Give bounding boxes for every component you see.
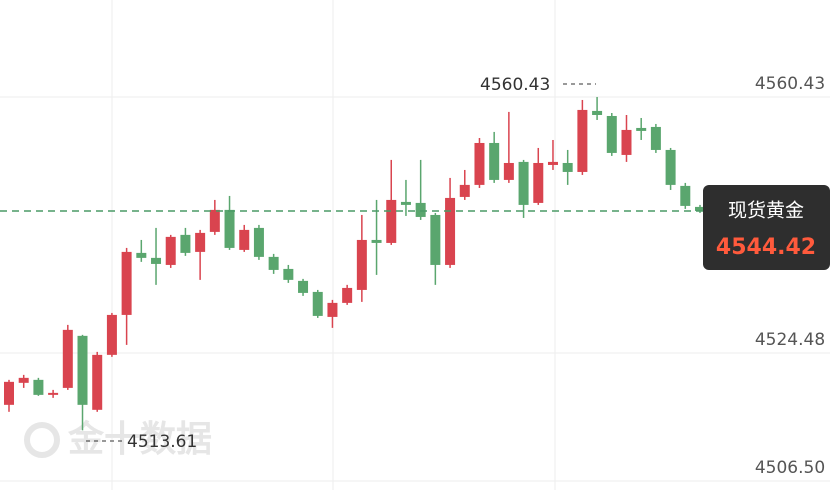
y-tick-label: 4524.48 bbox=[755, 330, 825, 350]
last-price-label: 4544.42 bbox=[716, 235, 816, 260]
candle-body bbox=[224, 209, 235, 248]
candle-body bbox=[283, 268, 294, 280]
y-tick-label: 4560.43 bbox=[755, 74, 825, 94]
candle-body bbox=[547, 161, 558, 165]
candle-body bbox=[518, 161, 529, 205]
candle-body bbox=[4, 381, 14, 405]
candle-body bbox=[356, 239, 367, 290]
candle-body bbox=[18, 377, 29, 383]
candle-body bbox=[695, 206, 705, 211]
candle-body bbox=[650, 126, 661, 150]
candle-body bbox=[533, 162, 544, 203]
watermark-logo bbox=[24, 422, 60, 458]
candle-body bbox=[268, 256, 279, 270]
candle-body bbox=[577, 109, 588, 172]
candle-body bbox=[327, 302, 338, 317]
candle-body bbox=[474, 142, 485, 185]
candle-body bbox=[312, 291, 323, 316]
watermark: 金十数据 bbox=[24, 418, 212, 460]
candle-body bbox=[136, 252, 147, 258]
watermark-text: 金十数据 bbox=[67, 418, 212, 460]
candle-body bbox=[77, 335, 88, 405]
candle-body bbox=[121, 251, 132, 315]
candle-body bbox=[106, 314, 117, 355]
candle-body bbox=[386, 199, 397, 243]
candle-body bbox=[459, 184, 470, 197]
candle-body bbox=[562, 162, 573, 172]
candle-body bbox=[621, 129, 632, 155]
candle-body bbox=[592, 110, 603, 115]
candle-body bbox=[606, 115, 617, 153]
candle-body bbox=[342, 287, 353, 303]
candle-body bbox=[400, 201, 411, 205]
candle-body bbox=[239, 229, 250, 250]
candle-body bbox=[636, 127, 647, 131]
candle-body bbox=[665, 149, 676, 185]
candle-body bbox=[415, 202, 426, 217]
high-label: 4560.43 bbox=[480, 75, 550, 95]
candle-body bbox=[680, 185, 691, 206]
candle-body bbox=[62, 329, 73, 388]
candle-body bbox=[253, 227, 264, 257]
candle-body bbox=[209, 209, 220, 232]
candle-body bbox=[165, 236, 176, 265]
instrument-name: 现货黄金 bbox=[728, 200, 804, 222]
candle-body bbox=[298, 280, 309, 293]
candle-body bbox=[489, 142, 500, 180]
candle-body bbox=[48, 392, 59, 395]
candle-body bbox=[92, 354, 103, 410]
candle-body bbox=[180, 234, 191, 253]
price-box bbox=[703, 185, 830, 270]
candle-body bbox=[503, 162, 514, 180]
y-tick-label: 4506.50 bbox=[755, 458, 825, 478]
candle-body bbox=[151, 257, 162, 264]
candle-body bbox=[371, 239, 382, 243]
candle-body bbox=[445, 197, 456, 265]
low-label: 4513.61 bbox=[127, 432, 197, 452]
candle-body bbox=[33, 379, 44, 395]
candle-body bbox=[430, 214, 441, 265]
candle-body bbox=[195, 232, 206, 252]
